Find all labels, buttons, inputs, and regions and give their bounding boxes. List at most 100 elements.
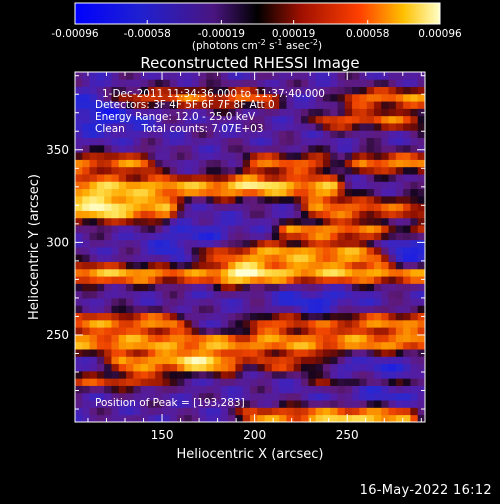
heatmap-cell: [352, 225, 360, 233]
heatmap-cell: [403, 232, 411, 241]
heatmap-cell: [352, 137, 360, 146]
heatmap-cell: [235, 378, 244, 386]
heatmap-cell: [308, 225, 317, 233]
heatmap-cell: [191, 261, 200, 270]
heatmap-cell: [293, 130, 302, 139]
heatmap-cell: [198, 319, 207, 328]
heatmap-cell: [279, 72, 287, 80]
heatmap-cell: [155, 188, 163, 197]
heatmap-cell: [118, 188, 127, 197]
heatmap-cell: [133, 203, 142, 211]
heatmap-cell: [366, 225, 375, 233]
heatmap-cell: [308, 115, 317, 124]
heatmap-cell: [373, 166, 382, 175]
heatmap-cell: [403, 400, 411, 408]
heatmap-cell: [111, 319, 120, 328]
heatmap-cell: [373, 305, 382, 314]
heatmap-cell: [366, 268, 375, 277]
heatmap-cell: [75, 232, 83, 241]
heatmap-cell: [257, 152, 265, 160]
heatmap-cell: [315, 144, 324, 153]
heatmap-cell: [293, 349, 302, 357]
heatmap-cell: [133, 174, 142, 182]
heatmap-cell: [293, 72, 302, 80]
heatmap-cell: [177, 174, 185, 182]
heatmap-cell: [184, 312, 193, 321]
heatmap-cell: [308, 166, 317, 175]
heatmap-cell: [235, 319, 244, 328]
heatmap-cell: [169, 414, 178, 422]
heatmap-cell: [89, 414, 98, 422]
heatmap-cell: [220, 217, 229, 226]
heatmap-cell: [315, 261, 324, 270]
heatmap-cell: [257, 123, 265, 131]
heatmap-cell: [118, 356, 127, 365]
heatmap-cell: [264, 349, 273, 357]
heatmap-cell: [308, 188, 317, 197]
heatmap-cell: [352, 319, 360, 328]
heatmap-cell: [250, 407, 258, 416]
heatmap-cell: [104, 400, 112, 408]
heatmap-cell: [322, 283, 331, 292]
heatmap-cell: [271, 86, 280, 95]
heatmap-cell: [301, 261, 309, 270]
heatmap-cell: [75, 276, 83, 284]
heatmap-cell: [235, 152, 244, 160]
heatmap-cell: [264, 130, 273, 139]
heatmap-cell: [242, 130, 251, 139]
heatmap-cell: [322, 130, 331, 139]
heatmap-cell: [198, 261, 207, 270]
heatmap-cell: [315, 86, 324, 95]
heatmap-cell: [104, 123, 112, 131]
heatmap-cell: [417, 268, 425, 277]
heatmap-cell: [118, 283, 127, 292]
heatmap-cell: [133, 86, 142, 95]
heatmap-cell: [373, 217, 382, 226]
heatmap-cell: [126, 276, 134, 284]
heatmap-cell: [198, 210, 207, 219]
heatmap-cell: [301, 268, 309, 277]
heatmap-cell: [271, 181, 280, 190]
heatmap-cell: [206, 123, 214, 131]
heatmap-cell: [271, 327, 280, 335]
heatmap-cell: [315, 115, 324, 124]
heatmap-cell: [337, 239, 346, 248]
heatmap-cell: [242, 79, 251, 87]
heatmap-cell: [111, 305, 120, 314]
heatmap-cell: [82, 341, 90, 350]
heatmap-cell: [75, 239, 83, 248]
heatmap-cell: [337, 319, 346, 328]
heatmap-cell: [330, 378, 338, 386]
heatmap-cell: [388, 181, 397, 190]
heatmap-cell: [337, 115, 346, 124]
heatmap-cell: [250, 108, 258, 117]
heatmap-cell: [191, 115, 200, 124]
heatmap-cell: [155, 392, 163, 401]
heatmap-cell: [198, 123, 207, 131]
heatmap-cell: [96, 195, 105, 204]
heatmap-cell: [75, 166, 83, 175]
heatmap-cell: [293, 319, 302, 328]
heatmap-cell: [111, 298, 120, 306]
heatmap-cell: [75, 319, 83, 328]
heatmap-cell: [169, 152, 178, 160]
heatmap-cell: [366, 254, 375, 262]
heatmap-cell: [191, 312, 200, 321]
heatmap-cell: [279, 123, 287, 131]
heatmap-cell: [322, 312, 331, 321]
heatmap-cell: [264, 356, 273, 365]
heatmap-cell: [75, 247, 83, 255]
heatmap-cell: [89, 130, 98, 139]
heatmap-cell: [271, 195, 280, 204]
heatmap-cell: [301, 137, 309, 146]
heatmap-cell: [118, 86, 127, 95]
heatmap-cell: [410, 290, 419, 299]
heatmap-cell: [330, 414, 338, 422]
heatmap-cell: [140, 123, 149, 131]
heatmap-cell: [322, 290, 331, 299]
heatmap-cell: [155, 356, 163, 365]
heatmap-cell: [140, 305, 149, 314]
heatmap-cell: [177, 115, 185, 124]
heatmap-cell: [140, 137, 149, 146]
heatmap-cell: [308, 72, 317, 80]
